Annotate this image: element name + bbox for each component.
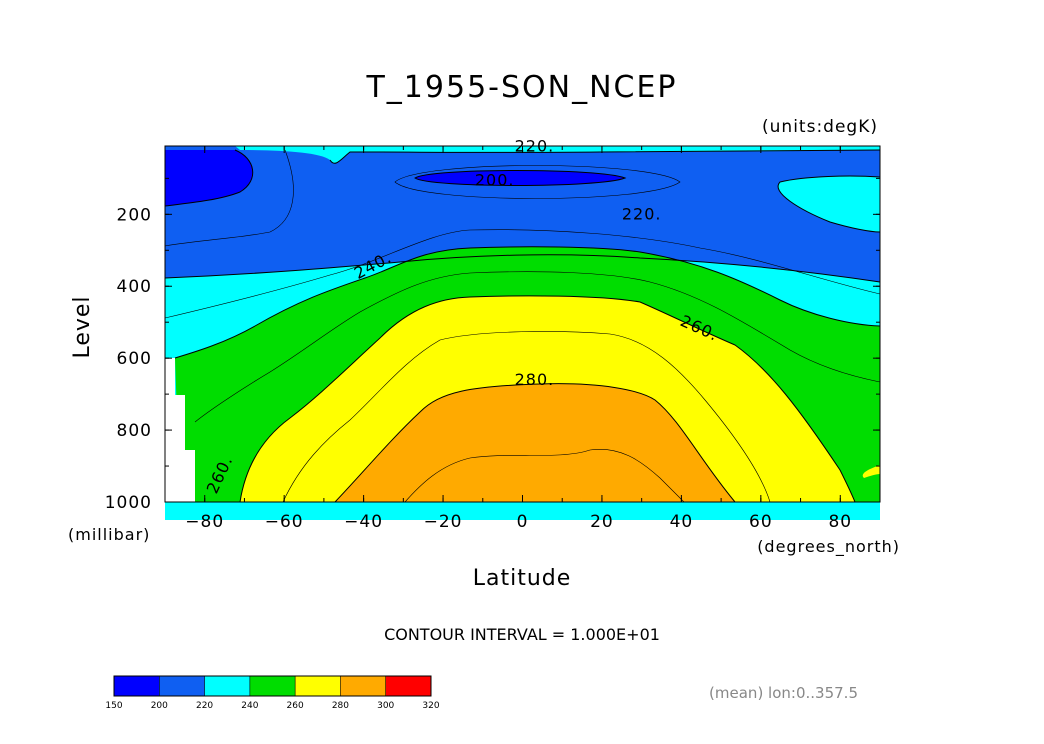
colorbar-swatch <box>114 676 160 696</box>
y-axis-units: (millibar) <box>68 525 150 544</box>
contour-line-270 <box>282 331 771 503</box>
y-tick-label: 800 <box>117 421 152 441</box>
y-axis-title: Level <box>70 295 95 358</box>
contour-line-290 <box>404 449 685 503</box>
contour-line-280 <box>334 383 736 503</box>
plot-area: 220.200.220.240.260.280.260. <box>164 136 881 521</box>
x-axis-title: Latitude <box>473 566 572 591</box>
contour-label: 280. <box>515 370 555 389</box>
region-150-200-center <box>415 170 625 186</box>
colorbar-label: 260 <box>287 701 304 711</box>
contour-line-210-center <box>394 165 681 199</box>
contour-line-220-top <box>329 149 881 164</box>
colorbar-label: 220 <box>196 701 213 711</box>
colorbar-swatch <box>385 676 431 696</box>
colorbar-swatch <box>340 676 386 696</box>
x-tick-label: 40 <box>670 512 694 532</box>
colorbar-frame <box>113 675 432 697</box>
y-axis: 200 400 600 800 1000 <box>105 177 880 513</box>
x-axis: −80 −60 −40 −20 0 20 40 60 80 <box>164 146 881 532</box>
x-tick-label: 20 <box>590 512 614 532</box>
contour-line-230 <box>164 229 881 319</box>
region-220-240-right <box>778 176 880 232</box>
x-tick-label: 0 <box>517 512 529 532</box>
region-240-260-bottom-right <box>855 478 880 502</box>
colorbar: 150 200 220 240 260 280 300 320 <box>105 675 440 711</box>
contour-label: 220. <box>622 205 662 224</box>
contour-label: 200. <box>475 171 515 190</box>
colorbar-swatch <box>249 676 296 696</box>
contour-line-200-center <box>414 170 627 186</box>
missing-data-mask <box>165 358 195 502</box>
x-tick-label: 60 <box>749 512 773 532</box>
region-220-240-top <box>235 146 880 164</box>
contour-line-220 <box>164 254 881 283</box>
units-label: (units:degK) <box>762 117 878 137</box>
contour-line-200 <box>164 149 254 207</box>
colorbar-label: 240 <box>241 701 258 711</box>
y-tick-label: 600 <box>117 349 152 369</box>
colorbar-label: 320 <box>422 701 439 711</box>
y-tick-label: 1000 <box>105 493 152 513</box>
contour-lines <box>164 149 881 503</box>
region-260-280-bottom-right <box>862 465 880 478</box>
x-axis-units: (degrees_north) <box>757 537 900 557</box>
contour-line-250 <box>194 271 881 423</box>
contour-line-240 <box>174 246 881 359</box>
colorbar-swatch <box>295 676 341 696</box>
contour-line-260 <box>239 295 856 503</box>
colorbar-swatch <box>159 676 205 696</box>
x-tick-label: 80 <box>828 512 852 532</box>
x-tick-label: −20 <box>424 512 463 532</box>
contour-interval-text: CONTOUR INTERVAL = 1.000E+01 <box>384 625 660 644</box>
y-tick-label: 200 <box>117 205 152 225</box>
x-tick-label: −40 <box>344 512 383 532</box>
colorbar-label: 200 <box>151 701 168 711</box>
y-tick-label: 400 <box>117 277 152 297</box>
x-tick-label: −60 <box>265 512 304 532</box>
colorbar-swatch <box>204 676 250 696</box>
mean-annotation: (mean) lon:0..357.5 <box>709 684 858 702</box>
region-150-200-left <box>165 150 253 206</box>
contour-line-210-left <box>164 149 294 247</box>
colorbar-label: 280 <box>332 701 349 711</box>
contour-line-220-right <box>777 175 881 233</box>
region-280-300 <box>335 383 735 502</box>
colorbar-label: 300 <box>377 701 394 711</box>
x-tick-label: −80 <box>185 512 224 532</box>
colorbar-label: 150 <box>105 701 122 711</box>
chart-title: T_1955-SON_NCEP <box>365 70 677 105</box>
